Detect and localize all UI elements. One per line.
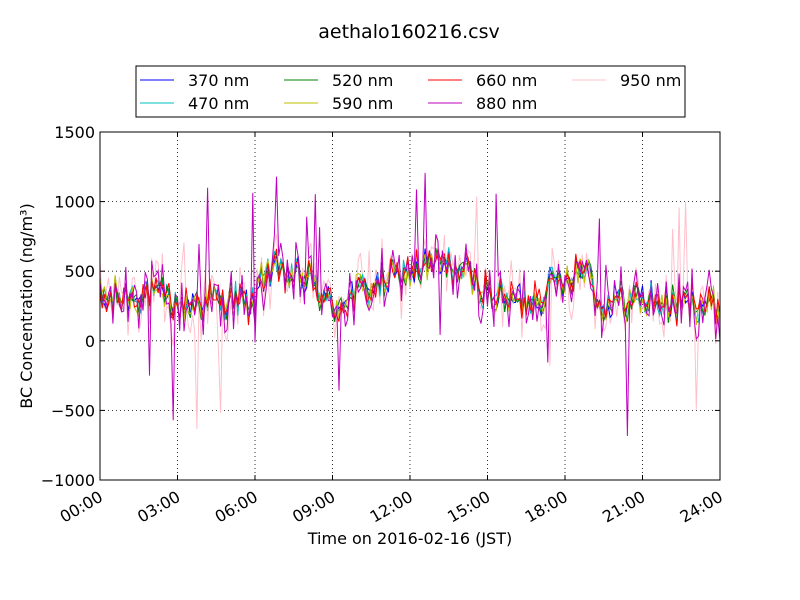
x-axis-label: Time on 2016-02-16 (JST) [307,529,512,548]
y-tick-label: 500 [64,262,95,281]
y-tick-label: 1500 [54,123,95,142]
series-group [99,172,721,437]
chart-title: aethalo160216.csv [318,21,500,43]
y-tick-label: −1000 [41,471,95,490]
y-tick-label: 1000 [54,193,95,212]
legend: 370 nm 470 nm 520 nm 590 nm 660 nm 880 nm 950 … [135,65,686,118]
legend-label: 470 nm [188,94,249,113]
grid [100,132,720,480]
x-tick-label: 24:00 [677,487,726,527]
legend-box [135,65,686,118]
x-tick-label: 18:00 [522,487,571,527]
legend-label: 370 nm [188,71,249,90]
legend-label: 590 nm [332,94,393,113]
x-tick-label: 09:00 [289,487,338,527]
legend-label: 660 nm [476,71,537,90]
legend-label: 520 nm [332,71,393,90]
x-tick-label: 21:00 [599,487,648,527]
legend-label: 950 nm [620,71,681,90]
y-tick-label: −500 [51,401,95,420]
x-tick-label: 15:00 [444,487,493,527]
x-tick-label: 00:00 [57,487,106,527]
x-tick-label: 12:00 [367,487,416,527]
series-line-590-nm [99,249,721,328]
x-tick-label: 03:00 [134,487,183,527]
y-axis-label: BC Concentration (ng/m³) [17,203,36,408]
series-line-880-nm [99,172,721,437]
series-line-950-nm [99,196,721,430]
y-tick-label: 0 [85,332,95,351]
x-tick-label: 06:00 [212,487,261,527]
legend-label: 880 nm [476,94,537,113]
